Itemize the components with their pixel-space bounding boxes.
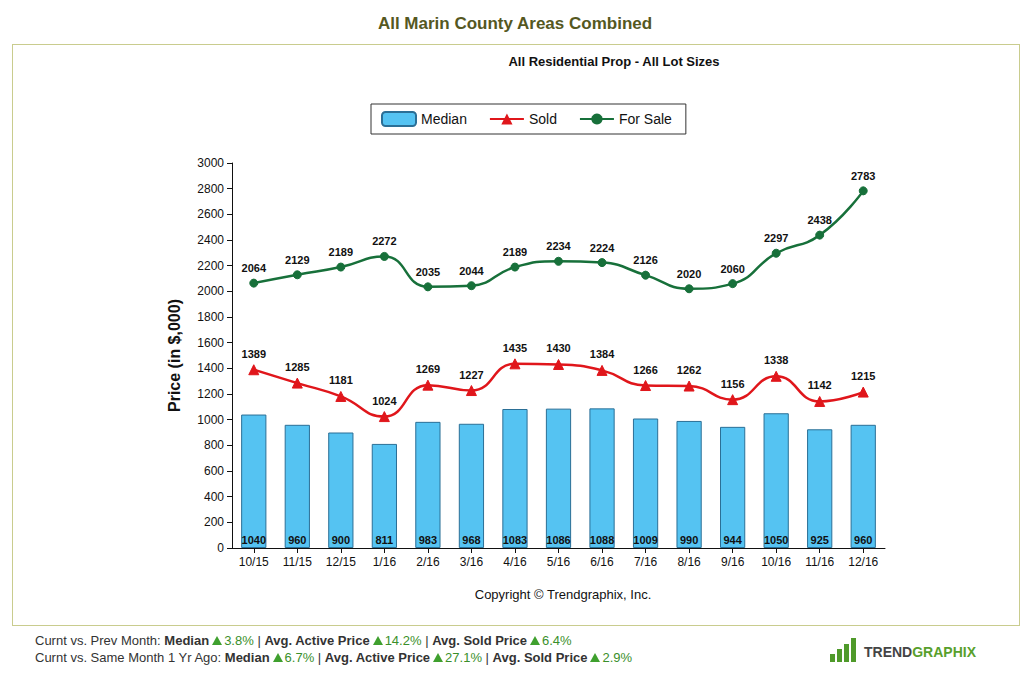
svg-text:983: 983 [419,534,437,546]
svg-text:2064: 2064 [242,262,267,274]
svg-text:7/16: 7/16 [634,555,658,569]
svg-text:1040: 1040 [242,534,266,546]
svg-text:3000: 3000 [197,156,224,170]
svg-text:5/16: 5/16 [547,555,571,569]
svg-text:11/16: 11/16 [805,555,834,569]
svg-text:1181: 1181 [329,374,353,386]
svg-text:2035: 2035 [416,266,440,278]
svg-text:2060: 2060 [720,263,744,275]
svg-text:1266: 1266 [633,364,657,376]
svg-text:1215: 1215 [851,370,875,382]
svg-text:1083: 1083 [503,534,527,546]
svg-text:925: 925 [811,534,829,546]
svg-text:1800: 1800 [197,310,224,324]
svg-text:1269: 1269 [416,363,440,375]
svg-text:1384: 1384 [590,348,615,360]
svg-text:For Sale: For Sale [619,111,672,127]
svg-text:1600: 1600 [197,336,224,350]
svg-text:0: 0 [217,541,224,555]
svg-text:2224: 2224 [590,242,615,254]
svg-text:944: 944 [723,534,742,546]
svg-text:1285: 1285 [285,361,309,373]
svg-text:990: 990 [680,534,698,546]
svg-text:2234: 2234 [546,240,571,252]
svg-text:9/16: 9/16 [721,555,745,569]
svg-text:2126: 2126 [633,254,657,266]
svg-text:11/15: 11/15 [283,555,312,569]
svg-text:All Residential Prop - All Lot: All Residential Prop - All Lot Sizes [508,54,719,69]
svg-text:Median: Median [421,111,467,127]
svg-text:968: 968 [462,534,480,546]
svg-text:1009: 1009 [633,534,657,546]
svg-text:1227: 1227 [459,369,483,381]
svg-text:1088: 1088 [590,534,614,546]
svg-text:400: 400 [204,490,224,504]
svg-text:2129: 2129 [285,254,309,266]
svg-text:2400: 2400 [197,233,224,247]
svg-text:2200: 2200 [197,259,224,273]
svg-text:1430: 1430 [546,342,570,354]
svg-text:2189: 2189 [329,246,353,258]
svg-text:1262: 1262 [677,364,701,376]
svg-text:1/16: 1/16 [373,555,397,569]
svg-text:200: 200 [204,515,224,529]
html-text:27.1% | Avg. Sold Price: 27.1% | Avg. Sold Price [445,650,588,665]
html-text:Curnt vs. Prev Month: Median: Curnt vs. Prev Month: Median [35,633,210,648]
html-text:6.7% | Avg. Active Price: 6.7% | Avg. Active Price [284,650,431,665]
svg-text:1338: 1338 [764,354,788,366]
svg-text:1200: 1200 [197,387,224,401]
svg-text:2272: 2272 [372,235,396,247]
svg-text:2189: 2189 [503,246,527,258]
svg-text:2297: 2297 [764,232,788,244]
svg-text:1389: 1389 [242,348,266,360]
svg-text:1435: 1435 [503,342,527,354]
svg-text:4/16: 4/16 [503,555,527,569]
svg-text:900: 900 [332,534,350,546]
svg-text:Price (in $,000): Price (in $,000) [166,299,183,412]
svg-text:6/16: 6/16 [590,555,614,569]
svg-text:960: 960 [288,534,306,546]
html-text:Curnt vs. Same Month 1 Yr Ago:: Curnt vs. Same Month 1 Yr Ago: Median [35,650,270,665]
svg-text:10/16: 10/16 [761,555,791,569]
svg-text:8/16: 8/16 [677,555,701,569]
svg-text:1142: 1142 [808,379,832,391]
svg-text:2438: 2438 [807,214,831,226]
svg-text:1156: 1156 [721,378,745,390]
svg-text:2783: 2783 [851,170,875,182]
svg-text:3/16: 3/16 [460,555,484,569]
svg-text:600: 600 [204,464,224,478]
svg-text:1000: 1000 [197,413,224,427]
html-text:All Marin County Areas Combine: All Marin County Areas Combined [377,14,653,33]
svg-text:1024: 1024 [372,395,397,407]
html-text:6.4%: 6.4% [542,633,572,648]
svg-text:1400: 1400 [197,361,224,375]
svg-text:2/16: 2/16 [416,555,440,569]
svg-text:2020: 2020 [677,268,701,280]
svg-text:12/16: 12/16 [848,555,878,569]
html-text:3.8% | Avg. Active Price: 3.8% | Avg. Active Price [224,633,370,648]
svg-text:2000: 2000 [197,284,224,298]
html-text:14.2% | Avg. Sold Price: 14.2% | Avg. Sold Price [384,633,527,648]
svg-text:12/15: 12/15 [326,555,356,569]
svg-text:2600: 2600 [197,207,224,221]
svg-text:2800: 2800 [197,182,224,196]
svg-text:1050: 1050 [764,534,788,546]
svg-text:1086: 1086 [546,534,570,546]
svg-text:800: 800 [204,438,224,452]
html-text:2.9%: 2.9% [602,650,633,665]
svg-text:2044: 2044 [459,265,484,277]
svg-text:Sold: Sold [529,111,557,127]
svg-text:960: 960 [854,534,872,546]
html-text:TREND GRAPHIX: TREND GRAPHIX [864,644,976,660]
svg-text:10/15: 10/15 [239,555,269,569]
svg-text:Copyright © Trendgraphix, Inc.: Copyright © Trendgraphix, Inc. [475,587,652,602]
svg-text:811: 811 [375,534,393,546]
